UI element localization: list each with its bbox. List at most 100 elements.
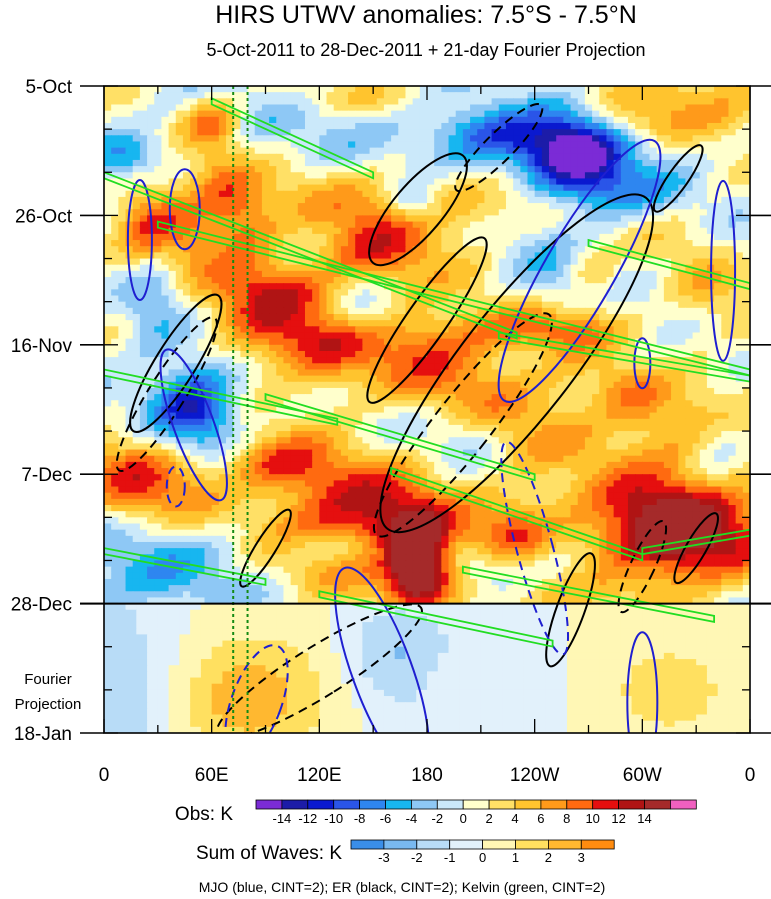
obs-cell: [728, 153, 737, 161]
obs-cell: [197, 363, 206, 371]
obs-cell: [290, 104, 299, 112]
obs-cell: [269, 418, 277, 426]
obs-cell: [656, 295, 665, 303]
obs-cell: [434, 209, 442, 216]
obs-cell: [735, 221, 744, 229]
obs-cell: [577, 283, 586, 290]
obs-cell: [627, 129, 636, 136]
obs-cell: [340, 332, 349, 340]
obs-cell: [333, 277, 342, 284]
obs-cell: [326, 307, 335, 315]
obs-cell: [627, 394, 636, 401]
obs-cell: [613, 159, 622, 167]
obs-cell: [319, 381, 328, 389]
obs-cell: [441, 190, 450, 198]
obs-cell: [477, 215, 486, 223]
obs-cell: [405, 301, 414, 309]
obs-cell: [276, 122, 285, 130]
obs-cell: [427, 166, 435, 173]
obs-cell: [671, 215, 679, 223]
obs-cell: [376, 92, 385, 99]
obs-cell: [218, 86, 227, 93]
obs-cell: [735, 295, 744, 303]
obs-cell: [348, 326, 356, 334]
obs-cell: [613, 320, 622, 327]
obs-cell: [132, 277, 141, 284]
obs-cell: [505, 381, 514, 389]
obs-cell: [204, 289, 213, 297]
obs-cell: [348, 418, 356, 426]
obs-cell: [728, 246, 737, 253]
obs-cell: [642, 350, 651, 358]
obs-cell: [226, 246, 234, 253]
obs-cell: [728, 258, 737, 266]
obs-cell: [383, 338, 392, 346]
obs-cell: [549, 283, 557, 290]
obs-cell: [326, 338, 335, 346]
obs-cell: [326, 178, 335, 186]
obs-cell: [584, 196, 593, 204]
obs-cell: [333, 350, 342, 358]
obs-cell: [663, 313, 672, 321]
obs-cell: [699, 203, 708, 210]
obs-cell: [484, 86, 493, 93]
obs-cell: [477, 332, 486, 340]
obs-cell: [498, 277, 507, 284]
obs-cell: [154, 307, 163, 315]
obs-cell: [118, 227, 127, 235]
obs-cell: [154, 394, 163, 401]
obs-cell: [412, 122, 421, 130]
obs-cell: [405, 252, 414, 260]
obs-cell: [663, 252, 672, 260]
obs-cell: [147, 344, 155, 352]
obs-cell: [642, 406, 651, 414]
obs-cell: [175, 283, 184, 290]
obs-cell: [656, 141, 665, 149]
obs-cell: [211, 227, 220, 235]
obs-cell: [211, 233, 220, 241]
obs-cell: [204, 147, 213, 155]
obs-cell: [211, 412, 220, 420]
obs-cell: [254, 313, 263, 321]
obs-cell: [627, 203, 636, 210]
obs-cell: [477, 277, 486, 284]
obs-cell: [706, 209, 715, 216]
obs-cell: [642, 227, 651, 235]
obs-cell: [484, 209, 493, 216]
obs-cell: [470, 153, 478, 161]
obs-cell: [706, 190, 715, 198]
obs-cell: [290, 363, 299, 371]
obs-cell: [706, 86, 715, 93]
obs-cell: [319, 203, 328, 210]
obs-cell: [190, 277, 198, 284]
obs-cell: [211, 394, 220, 401]
obs-cell: [319, 233, 328, 241]
obs-cell: [376, 375, 385, 383]
obs-cell: [304, 424, 313, 432]
obs-cell: [197, 301, 206, 309]
obs-cell: [678, 277, 686, 284]
obs-cell: [211, 295, 220, 303]
obs-cell: [104, 357, 112, 364]
obs-cell: [297, 418, 306, 426]
obs-cell: [161, 332, 170, 340]
obs-cell: [405, 141, 414, 149]
obs-cell: [197, 338, 206, 346]
obs-cell: [247, 375, 256, 383]
obs-cell: [154, 240, 163, 247]
obs-cell: [376, 178, 385, 186]
obs-cell: [261, 375, 270, 383]
obs-cell: [549, 394, 557, 401]
obs-cell: [376, 196, 385, 204]
obs-cell: [412, 301, 421, 309]
obs-cell: [391, 246, 399, 253]
obs-cell: [606, 289, 615, 297]
obs-cell: [326, 277, 335, 284]
obs-cell: [642, 344, 651, 352]
obs-cell: [226, 184, 234, 192]
obs-cell: [699, 153, 708, 161]
obs-cell: [233, 313, 241, 321]
obs-cell: [613, 141, 622, 149]
obs-cell: [505, 357, 514, 364]
obs-cell: [147, 357, 155, 364]
